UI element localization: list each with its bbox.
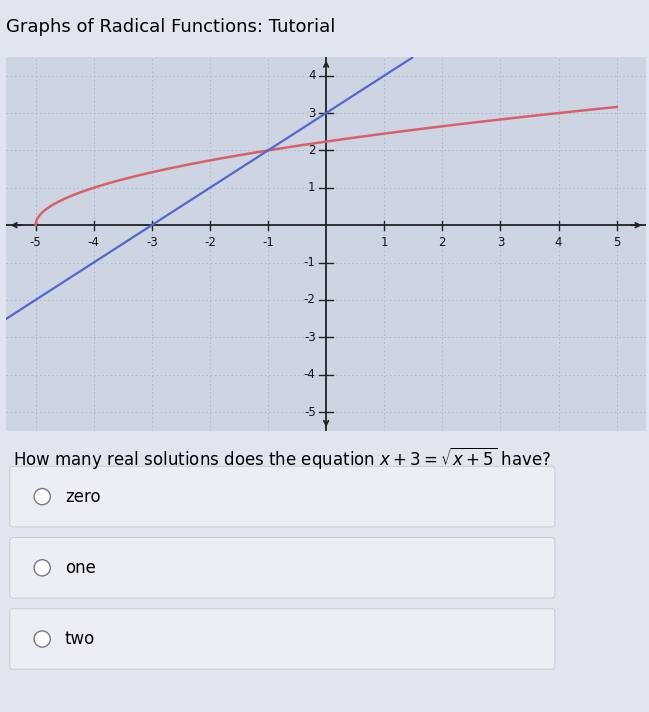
Text: -2: -2 [204, 236, 216, 249]
Text: -4: -4 [88, 236, 99, 249]
Text: -3: -3 [146, 236, 158, 249]
Text: 1: 1 [308, 182, 315, 194]
Text: one: one [65, 559, 96, 577]
Text: 4: 4 [308, 69, 315, 82]
Text: -2: -2 [304, 293, 315, 306]
Text: 1: 1 [380, 236, 388, 249]
Text: -3: -3 [304, 331, 315, 344]
Text: zero: zero [65, 488, 101, 506]
Text: 5: 5 [613, 236, 620, 249]
Text: 3: 3 [496, 236, 504, 249]
Text: 2: 2 [308, 144, 315, 157]
Text: -1: -1 [304, 256, 315, 269]
Text: How many real solutions does the equation $x + 3 = \sqrt{x + 5}$ have?: How many real solutions does the equatio… [13, 445, 551, 471]
Text: -5: -5 [304, 406, 315, 419]
Text: 4: 4 [555, 236, 562, 249]
Text: Graphs of Radical Functions: Tutorial: Graphs of Radical Functions: Tutorial [6, 18, 336, 36]
Text: -4: -4 [304, 368, 315, 381]
Text: 2: 2 [439, 236, 446, 249]
Text: two: two [65, 630, 95, 648]
Text: -5: -5 [30, 236, 42, 249]
Text: 3: 3 [308, 107, 315, 120]
Text: -1: -1 [262, 236, 274, 249]
